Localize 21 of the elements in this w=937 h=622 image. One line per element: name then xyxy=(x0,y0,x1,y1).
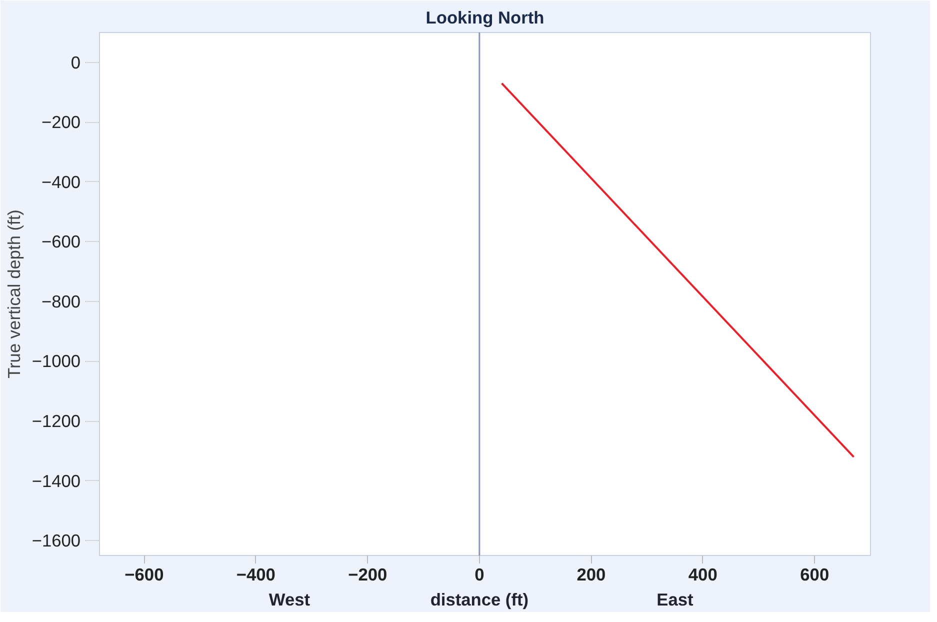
y-tick-label: −400 xyxy=(41,172,80,192)
y-tick-label: −1600 xyxy=(32,530,81,551)
y-axis-title: True vertical depth (ft) xyxy=(4,210,24,378)
chart-title: Looking North xyxy=(426,8,544,28)
y-tick-label: −800 xyxy=(41,291,80,312)
y-tick-label: 0 xyxy=(70,52,81,72)
x-tick-label: 0 xyxy=(474,564,484,584)
x-tick-label: −200 xyxy=(348,564,388,584)
y-tick-label: −600 xyxy=(41,232,80,252)
x-tick-label: −600 xyxy=(124,564,164,584)
text: West xyxy=(268,590,310,610)
x-axis-title: distance (ft) xyxy=(430,590,529,610)
x-tick-label: 200 xyxy=(576,564,606,584)
x-tick-label: 600 xyxy=(800,564,830,584)
x-tick-label: 400 xyxy=(688,564,718,584)
y-tick-label: −1400 xyxy=(32,470,81,491)
y-tick-label: −1000 xyxy=(32,351,81,372)
y-tick-label: −1200 xyxy=(32,411,81,432)
y-tick-label: −200 xyxy=(41,112,80,132)
x-tick-label: −400 xyxy=(236,564,276,584)
text: East xyxy=(656,590,694,610)
